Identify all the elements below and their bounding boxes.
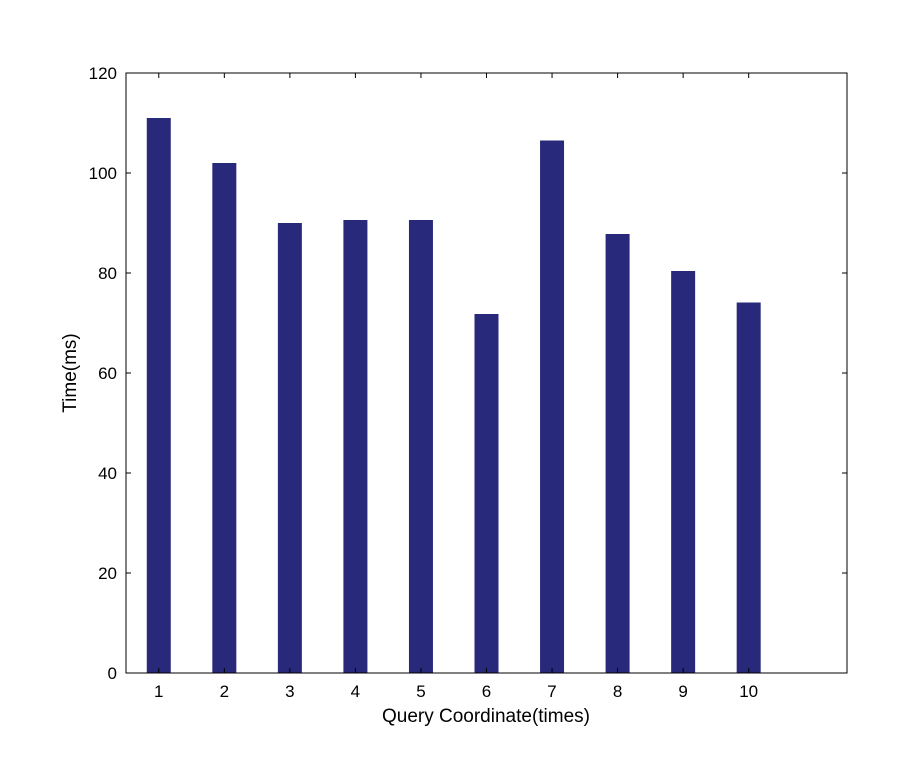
bar-4: [343, 220, 368, 673]
bar-5: [408, 220, 433, 673]
bar-7: [540, 140, 565, 673]
x-tick-label: 1: [154, 682, 163, 701]
y-tick-label: 120: [89, 64, 117, 83]
x-axis-label: Query Coordinate(times): [382, 706, 590, 727]
y-tick-label: 60: [98, 364, 117, 383]
y-tick-label: 100: [89, 164, 117, 183]
bar-1: [146, 118, 171, 673]
x-tick-label: 7: [547, 682, 556, 701]
y-axis-label: Time(ms): [60, 333, 81, 413]
bar-3: [277, 223, 302, 673]
bar-8: [605, 234, 630, 673]
x-tick-label: 6: [482, 682, 491, 701]
x-tick-label: 3: [285, 682, 294, 701]
y-tick-label: 40: [98, 464, 117, 483]
x-tick-label: 10: [739, 682, 758, 701]
bar-10: [736, 302, 761, 673]
y-tick-label: 20: [98, 564, 117, 583]
bar-6: [474, 314, 499, 673]
x-tick-label: 9: [678, 682, 687, 701]
bar-2: [212, 163, 237, 673]
x-tick-label: 2: [220, 682, 229, 701]
x-tick-label: 4: [351, 682, 360, 701]
x-tick-label: 8: [613, 682, 622, 701]
y-tick-label: 0: [108, 664, 117, 683]
x-tick-label: 5: [416, 682, 425, 701]
bars-layer: [146, 118, 761, 673]
bar-9: [671, 271, 696, 673]
y-tick-label: 80: [98, 264, 117, 283]
plot-frame: [125, 72, 848, 674]
